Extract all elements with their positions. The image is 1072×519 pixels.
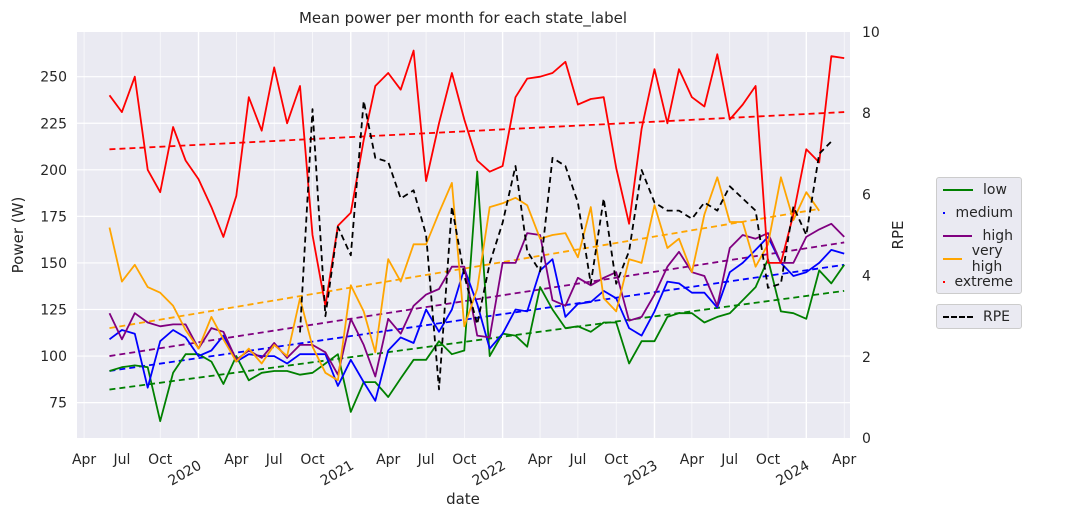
series-line-low bbox=[109, 170, 845, 423]
legend-item-RPE: RPE bbox=[937, 305, 1021, 328]
y-tick-label: 150 bbox=[40, 256, 67, 272]
x-tick-label: Apr bbox=[680, 452, 704, 468]
legend-item-extreme: extreme bbox=[937, 270, 1021, 293]
y-tick-label: 175 bbox=[40, 209, 67, 225]
y-tick-label: 125 bbox=[40, 302, 67, 318]
legend-item-very-high: very high bbox=[937, 243, 1021, 275]
x-tick-label: Oct bbox=[300, 452, 325, 468]
y-tick-label: 200 bbox=[40, 163, 67, 179]
legend-swatch bbox=[943, 280, 945, 283]
y-tick-label: 100 bbox=[40, 349, 67, 365]
legend-swatch bbox=[943, 315, 973, 318]
y-axis-label: Power (W) bbox=[9, 197, 27, 274]
legend-label: extreme bbox=[954, 273, 1013, 290]
x-tick-label: Jul bbox=[568, 452, 586, 468]
x-tick-label: Oct bbox=[756, 452, 781, 468]
legend-power: low medium high very high extreme bbox=[936, 177, 1022, 294]
series-line-very-high bbox=[108, 176, 820, 382]
legend-label: medium bbox=[955, 204, 1013, 221]
chart-title: Mean power per month for each state_labe… bbox=[299, 9, 627, 28]
legend-item-medium: medium bbox=[937, 201, 1021, 224]
x-tick-label: Apr bbox=[72, 452, 96, 468]
x-tick-label: Oct bbox=[452, 452, 477, 468]
legend-item-low: low bbox=[937, 178, 1021, 201]
x-tick-label: Jul bbox=[720, 452, 738, 468]
legend-rpe: RPE bbox=[936, 304, 1022, 329]
series-lines bbox=[108, 49, 845, 423]
series-line-extreme bbox=[108, 49, 845, 307]
series-line-high bbox=[108, 222, 845, 378]
y2-tick-label: 2 bbox=[862, 350, 871, 366]
x-tick-label: Oct bbox=[148, 452, 173, 468]
trend-line-low bbox=[109, 289, 845, 391]
y-tick-label: 225 bbox=[40, 116, 67, 132]
y-tick-label: 250 bbox=[40, 70, 67, 86]
plot-area bbox=[77, 32, 850, 438]
legend-label: low bbox=[983, 181, 1007, 198]
y2-tick-label: 4 bbox=[862, 269, 871, 285]
legend-label: very high bbox=[971, 242, 1003, 275]
legend-swatch bbox=[943, 211, 946, 214]
series-line-RPE bbox=[299, 100, 832, 391]
x-tick-label: Jul bbox=[417, 452, 435, 468]
x-tick-label: Jul bbox=[112, 452, 130, 468]
y2-axis-label: RPE bbox=[889, 221, 907, 250]
trend-line-high bbox=[109, 241, 845, 357]
x-tick-label: Apr bbox=[528, 452, 552, 468]
legend-swatch bbox=[943, 257, 962, 260]
y2-tick-label: 6 bbox=[862, 187, 871, 203]
x-tick-label: Jul bbox=[265, 452, 283, 468]
y2-tick-label: 0 bbox=[862, 431, 871, 447]
y-tick-label: 75 bbox=[49, 396, 67, 412]
y2-tick-label: 8 bbox=[862, 106, 871, 122]
x-axis-label: date bbox=[446, 490, 480, 508]
legend-label: high bbox=[982, 227, 1013, 244]
y2-tick-label: 10 bbox=[862, 25, 880, 41]
legend-label: RPE bbox=[983, 308, 1011, 325]
legend-swatch bbox=[943, 234, 973, 237]
trend-line-extreme bbox=[109, 111, 845, 151]
legend-swatch bbox=[943, 188, 973, 191]
x-tick-label: Apr bbox=[376, 452, 400, 468]
x-tick-label: Apr bbox=[224, 452, 248, 468]
x-tick-label: Apr bbox=[832, 452, 856, 468]
legend-item-high: high bbox=[937, 224, 1021, 247]
x-tick-label: Oct bbox=[604, 452, 629, 468]
